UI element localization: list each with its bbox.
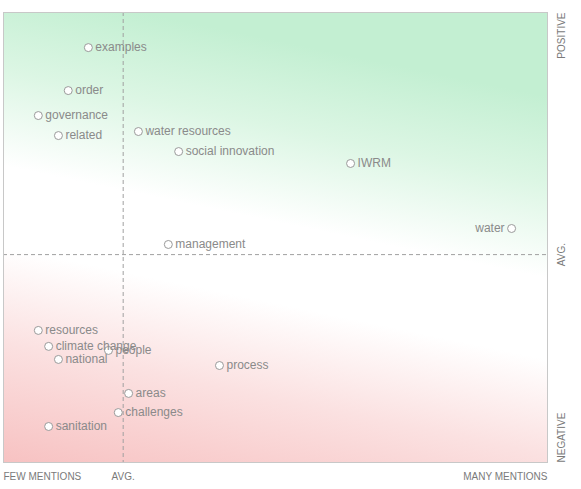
svg-text:resources: resources xyxy=(45,323,98,337)
svg-text:areas: areas xyxy=(136,386,166,400)
svg-text:order: order xyxy=(75,83,103,97)
svg-text:social innovation: social innovation xyxy=(186,144,275,158)
svg-text:POSITIVE: POSITIVE xyxy=(556,12,567,58)
svg-text:AVG.: AVG. xyxy=(112,471,135,482)
svg-text:management: management xyxy=(175,237,246,251)
svg-text:FEW MENTIONS: FEW MENTIONS xyxy=(4,471,82,482)
svg-text:MANY MENTIONS: MANY MENTIONS xyxy=(463,471,548,482)
svg-text:examples: examples xyxy=(95,40,146,54)
svg-text:water: water xyxy=(474,221,504,235)
svg-text:NEGATIVE: NEGATIVE xyxy=(556,412,567,462)
svg-text:water resources: water resources xyxy=(144,124,230,138)
svg-text:national: national xyxy=(65,352,107,366)
svg-text:climate change: climate change xyxy=(55,339,137,354)
svg-text:people: people xyxy=(115,343,151,357)
svg-text:governance: governance xyxy=(45,108,108,122)
svg-text:IWRM: IWRM xyxy=(358,156,391,170)
svg-text:AVG.: AVG. xyxy=(556,243,567,266)
svg-text:sanitation: sanitation xyxy=(56,419,107,433)
svg-text:process: process xyxy=(226,358,268,372)
svg-text:related: related xyxy=(65,128,102,142)
svg-text:challenges: challenges xyxy=(125,405,182,419)
